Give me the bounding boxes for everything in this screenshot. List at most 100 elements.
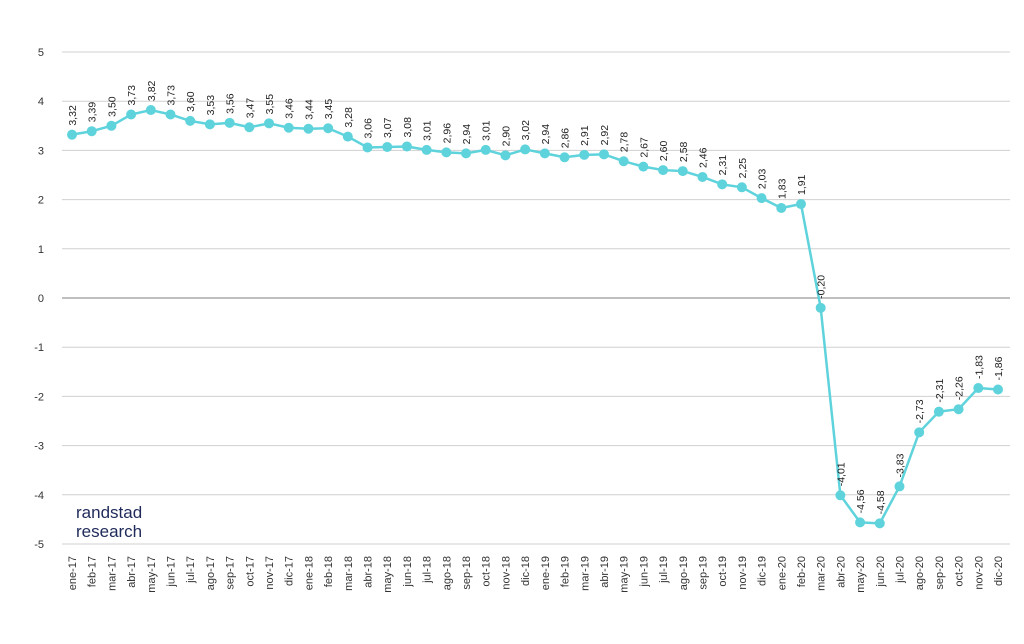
y-tick-label: -2 xyxy=(34,391,44,403)
data-point xyxy=(835,490,846,501)
x-tick-label: feb-19 xyxy=(560,556,572,587)
data-label: 3,45 xyxy=(323,99,335,120)
data-label: 2,94 xyxy=(461,124,473,145)
data-point xyxy=(500,150,511,161)
data-label: -4,56 xyxy=(855,489,867,513)
y-tick-label: 5 xyxy=(38,47,44,59)
brand-line2: research xyxy=(76,522,142,541)
x-tick-label: nov-19 xyxy=(737,556,749,590)
y-tick-label: -1 xyxy=(34,342,44,354)
x-tick-label: jul-18 xyxy=(422,556,434,584)
data-label: 2,31 xyxy=(717,155,729,176)
data-label: 3,73 xyxy=(126,85,138,106)
data-point xyxy=(342,131,353,142)
x-tick-label: nov-17 xyxy=(264,556,276,590)
x-tick-label: ago-20 xyxy=(914,556,926,590)
data-label: 2,58 xyxy=(678,141,690,162)
data-point xyxy=(756,193,767,204)
x-tick-label: ago-18 xyxy=(441,556,453,590)
data-label: 3,01 xyxy=(422,120,434,141)
data-label: -1,83 xyxy=(973,355,985,379)
y-tick-label: 0 xyxy=(38,293,44,305)
data-point xyxy=(303,123,314,134)
data-label: 3,28 xyxy=(343,107,355,128)
data-point xyxy=(441,147,452,158)
data-label: 3,47 xyxy=(244,98,256,119)
x-tick-label: feb-18 xyxy=(323,556,335,587)
data-point xyxy=(421,144,432,155)
data-point xyxy=(717,179,728,190)
data-point xyxy=(658,165,669,176)
data-label: 3,73 xyxy=(166,85,178,106)
x-tick-label: mar-19 xyxy=(579,556,591,591)
x-tick-label: mar-18 xyxy=(343,556,355,591)
data-label: 2,92 xyxy=(599,125,611,146)
data-point xyxy=(224,117,235,128)
data-point xyxy=(579,149,590,160)
data-label: 2,67 xyxy=(638,137,650,158)
data-label: 1,91 xyxy=(796,174,808,195)
data-label: 3,01 xyxy=(481,120,493,141)
x-tick-label: mar-17 xyxy=(106,556,118,591)
x-tick-label: oct-19 xyxy=(717,556,729,587)
x-tick-label: dic-17 xyxy=(284,556,296,586)
data-point xyxy=(185,115,196,126)
data-point xyxy=(401,141,412,152)
y-tick-label: -5 xyxy=(34,539,44,551)
data-point xyxy=(598,149,609,160)
data-point xyxy=(559,152,570,163)
data-point xyxy=(362,142,373,153)
x-tick-label: nov-18 xyxy=(500,556,512,590)
data-point xyxy=(204,119,215,130)
data-point xyxy=(736,182,747,193)
x-tick-label: ene-18 xyxy=(303,556,315,590)
data-point xyxy=(855,517,866,528)
data-point xyxy=(933,406,944,417)
data-label: -1,86 xyxy=(993,356,1005,380)
x-tick-label: feb-17 xyxy=(87,556,99,587)
x-tick-label: jun-20 xyxy=(875,556,887,588)
data-point xyxy=(283,122,294,133)
data-label: -2,73 xyxy=(914,399,926,423)
x-tick-label: ene-20 xyxy=(776,556,788,590)
y-tick-label: 1 xyxy=(38,244,44,256)
x-tick-label: sep-20 xyxy=(934,556,946,590)
data-label: 3,06 xyxy=(363,118,375,139)
x-tick-label: dic-19 xyxy=(757,556,769,586)
data-label: 3,55 xyxy=(264,94,276,115)
x-tick-label: may-19 xyxy=(619,556,631,593)
series-line xyxy=(67,105,1003,529)
x-tick-label: dic-20 xyxy=(993,556,1005,586)
x-tick-label: may-18 xyxy=(382,556,394,593)
x-tick-label: abr-19 xyxy=(599,556,611,588)
gridlines xyxy=(62,51,1010,545)
data-point xyxy=(973,383,984,394)
data-label: 2,86 xyxy=(560,128,572,149)
data-point xyxy=(539,148,550,159)
data-label: 3,82 xyxy=(146,80,158,101)
y-tick-label: 2 xyxy=(38,195,44,207)
y-tick-label: -3 xyxy=(34,441,44,453)
x-tick-label: jun-17 xyxy=(166,556,178,588)
x-tick-label: ene-19 xyxy=(540,556,552,590)
x-tick-label: ago-19 xyxy=(678,556,690,590)
x-tick-label: oct-17 xyxy=(244,556,256,587)
data-label: -3,83 xyxy=(894,453,906,477)
x-tick-label: oct-18 xyxy=(481,556,493,587)
x-tick-label: abr-18 xyxy=(363,556,375,588)
data-point xyxy=(914,427,925,438)
data-point xyxy=(638,161,649,172)
data-point xyxy=(382,141,393,152)
x-tick-label: feb-20 xyxy=(796,556,808,587)
brand-line1: randstad xyxy=(76,503,142,522)
y-axis: 5 4 3 2 1 0 -1 -2 -3 -4 -5 xyxy=(34,47,44,551)
y-tick-label: 4 xyxy=(38,96,44,108)
data-label: 3,53 xyxy=(205,95,217,116)
data-point xyxy=(677,166,688,177)
data-point xyxy=(815,302,826,313)
x-tick-label: jun-19 xyxy=(638,556,650,588)
data-point xyxy=(106,120,117,131)
data-point xyxy=(145,105,156,116)
data-point xyxy=(126,109,137,120)
